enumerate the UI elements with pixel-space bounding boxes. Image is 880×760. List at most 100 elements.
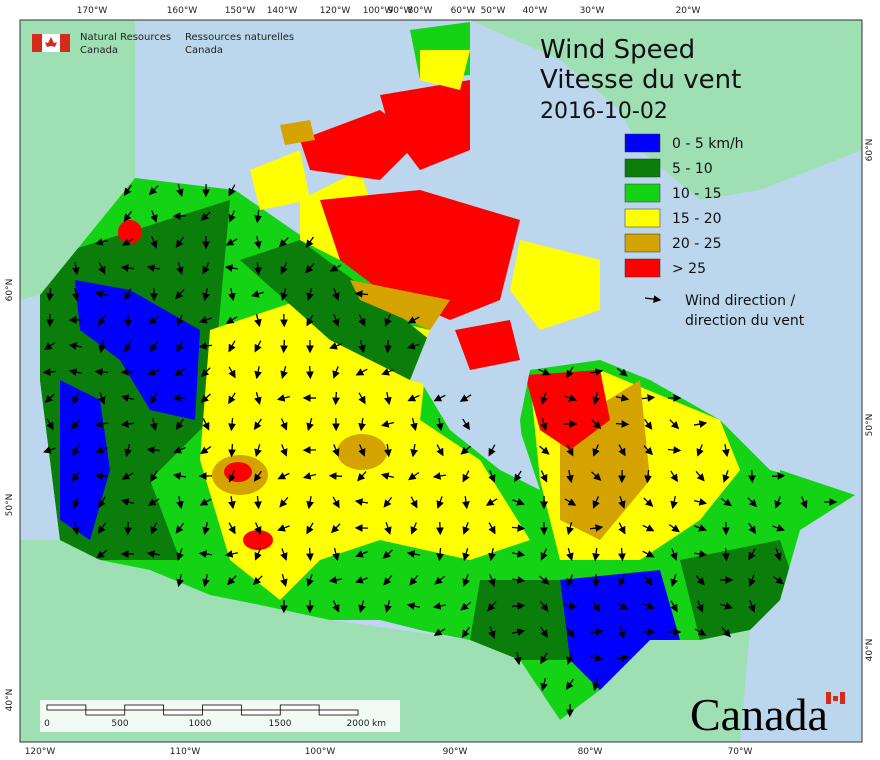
wind-arrow [124,444,132,458]
wind-arrow [198,342,213,350]
wind-arrow [228,522,236,535]
wind-arrow [254,365,262,380]
wind-arrow [540,652,548,665]
wind-arrow [354,290,369,298]
wind-arrow [436,417,444,432]
legend-arrow [644,295,662,304]
wind-arrow [462,548,470,562]
wind-arrow [539,445,550,455]
agency-en: Natural Resources [80,32,171,43]
flag-bar [840,692,845,704]
wordmark-text: Canada [690,689,828,740]
legend-arrow-label: direction du vent [685,313,805,329]
graticule: 170°W 160°W 150°W 140°W 120°W 100°W90°W80°W 60… [5,6,875,757]
wind-arrow [643,445,654,456]
wind-arrow [696,444,704,457]
wind-arrow [98,339,106,354]
wind-arrow [72,287,80,302]
wind-arrow [539,600,549,612]
wind-arrow [250,290,264,298]
agency-fr: Ressources naturelles [185,32,294,43]
graticule-label: 120°W [320,6,351,16]
wind-arrow [147,498,160,506]
island [420,50,470,90]
wind-arrow [668,523,680,533]
wind-arrow [407,342,420,350]
wind-arrow [538,368,551,376]
wind-arrow [329,264,342,272]
scale-label: 1500 [269,719,292,729]
wind-arrow [123,184,132,196]
wind-arrow [228,495,236,510]
graticule-label: 50°N [865,414,875,437]
wind-arrow [280,418,288,431]
wind-arrow [306,365,314,380]
wind-arrow [461,626,470,638]
graticule-label: 80°W [578,747,603,757]
hudson-bay [420,345,540,490]
wind-arrow [434,575,446,585]
wind-arrow [771,472,786,480]
wind-arrow [748,574,756,587]
wind-arrow [410,443,418,458]
wind-arrow [224,550,239,558]
wind-arrow [198,550,213,558]
wind-arrow [720,602,733,610]
scale-label: 500 [111,719,128,729]
wind-arrow [800,496,808,509]
legend-swatch [624,183,661,203]
graticule-label: 70°W [728,747,753,757]
wind-arrow [433,628,446,636]
alaska [20,20,135,300]
wind-arrow [670,470,678,483]
wind-arrow [253,418,262,431]
island [250,150,310,210]
zone [240,240,430,380]
wind-arrow [514,651,522,666]
wind-arrow [280,339,288,354]
graticule-label: 30°W [580,6,605,16]
wind-arrow [280,288,288,302]
wind-arrow [279,496,289,508]
wind-arrow [254,314,262,328]
wind-arrow [432,472,447,480]
wind-arrow [254,340,262,353]
wind-arrow [722,443,730,458]
graticule-label: 40°N [5,689,15,712]
legend: 0 - 5 km/h 5 - 10 10 - 15 15 - 20 20 - 25 > 2… [624,133,805,329]
agency-logo: Natural Resources Canada Ressources natu… [32,32,294,56]
legend-swatch [624,258,661,278]
wind-arrow [566,444,574,457]
legend-label: 15 - 20 [672,211,722,227]
wind-arrow [278,237,289,248]
wind-arrow [121,238,134,246]
united-states [20,540,750,742]
wind-arrow [228,366,236,379]
wind-arrow [224,264,239,272]
wind-arrow [408,471,420,481]
wind-arrow [150,522,158,535]
legend-swatch [624,158,661,178]
graticule-label: 170°W [77,6,108,16]
wind-arrow [68,342,83,350]
zone [470,580,570,660]
wind-arrow [225,316,238,324]
wind-arrow [305,236,314,249]
wind-arrow [329,342,342,350]
zone [118,220,142,244]
wind-arrow [642,602,655,610]
wind-arrow [641,394,656,402]
wind-arrow [592,444,600,457]
wind-arrow [383,496,393,508]
wind-arrow [772,575,784,585]
wind-arrow [176,262,184,276]
wind-arrow [618,574,626,587]
wind-arrow [176,495,184,510]
island [280,120,315,145]
island [380,80,470,170]
wind-arrow [643,574,653,586]
wind-arrow [380,420,394,428]
wind-arrow [46,418,54,431]
wind-arrow [643,418,653,430]
wind-arrow [540,626,549,639]
